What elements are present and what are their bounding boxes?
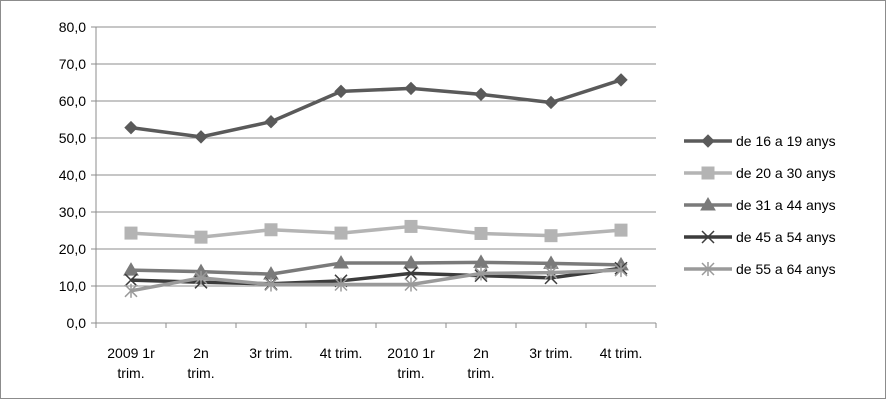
data-point bbox=[264, 277, 278, 292]
series-group bbox=[123, 73, 629, 298]
x-tick-label: 2009 1r trim. bbox=[107, 345, 155, 381]
series-line bbox=[130, 260, 622, 276]
data-point bbox=[333, 255, 349, 269]
y-tick-label: 50,0 bbox=[59, 130, 86, 146]
series-1 bbox=[124, 73, 628, 144]
data-point bbox=[124, 273, 138, 287]
series-line bbox=[130, 224, 622, 239]
x-axis-ticks: 2009 1r trim. 2n trim. 3r trim. 4t trim. 2010 … bbox=[95, 323, 657, 381]
series-2 bbox=[124, 219, 628, 244]
legend-entry: de 45 a 54 anys bbox=[684, 229, 836, 245]
data-point bbox=[544, 95, 558, 110]
legend-entry: de 31 a 44 anys bbox=[684, 197, 836, 213]
legend-label: de 20 a 30 anys bbox=[736, 165, 836, 181]
legend-label: de 45 a 54 anys bbox=[736, 229, 836, 245]
x-tick-label: 3r trim. bbox=[529, 345, 573, 361]
x-tick-label: 2n trim. bbox=[187, 345, 214, 381]
x-tick-label-line: 3r trim. bbox=[249, 345, 293, 361]
series-line bbox=[130, 268, 622, 293]
series-line bbox=[130, 78, 622, 139]
data-point bbox=[474, 87, 488, 102]
data-point bbox=[474, 226, 488, 240]
x-tick-label-line: 2009 1r bbox=[107, 345, 155, 361]
data-point bbox=[403, 255, 419, 269]
y-tick-label: 0,0 bbox=[67, 315, 87, 331]
legend-marker bbox=[701, 134, 715, 148]
legend-entry: de 55 a 64 anys bbox=[684, 261, 836, 277]
series-5 bbox=[124, 263, 628, 298]
x-tick-label-line: 4t trim. bbox=[600, 345, 643, 361]
legend-marker bbox=[701, 262, 715, 276]
x-tick-label-line: 2010 1r bbox=[387, 345, 435, 361]
y-axis-ticks: 0,0 10,0 20,0 30,0 40,0 50,0 60,0 70,0 80,0 bbox=[59, 19, 96, 331]
data-point bbox=[404, 81, 418, 96]
y-tick-label: 10,0 bbox=[59, 278, 86, 294]
legend-entry: de 16 a 19 anys bbox=[684, 133, 836, 149]
x-tick-label-line: 3r trim. bbox=[529, 345, 573, 361]
legend-marker bbox=[700, 197, 716, 211]
legend-label: de 16 a 19 anys bbox=[736, 133, 836, 149]
data-point bbox=[334, 226, 348, 240]
x-tick-label-line: trim. bbox=[117, 365, 144, 381]
legend-marker bbox=[701, 166, 715, 180]
series-line bbox=[130, 266, 622, 286]
y-tick-label: 60,0 bbox=[59, 93, 86, 109]
data-point bbox=[334, 84, 348, 99]
legend-label: de 55 a 64 anys bbox=[736, 261, 836, 277]
gridlines bbox=[96, 26, 656, 287]
legend-marker bbox=[701, 230, 715, 244]
legend: de 16 a 19 anys de 20 a 30 anys de 31 a 44… bbox=[684, 133, 836, 277]
x-tick-label: 2010 1r trim. bbox=[387, 345, 435, 381]
y-tick-label: 30,0 bbox=[59, 204, 86, 220]
x-tick-label-line: trim. bbox=[467, 365, 494, 381]
data-point bbox=[124, 226, 138, 240]
data-point bbox=[334, 277, 348, 292]
y-tick-label: 20,0 bbox=[59, 241, 86, 257]
y-tick-label: 80,0 bbox=[59, 19, 86, 35]
x-tick-label-line: 4t trim. bbox=[320, 345, 363, 361]
data-point bbox=[614, 263, 628, 278]
data-point bbox=[194, 270, 208, 285]
data-point bbox=[474, 266, 488, 281]
data-point bbox=[194, 130, 208, 144]
data-point bbox=[404, 219, 418, 233]
legend-entry: de 20 a 30 anys bbox=[684, 165, 836, 181]
y-tick-label: 70,0 bbox=[59, 56, 86, 72]
data-point bbox=[194, 230, 208, 244]
y-tick-label: 40,0 bbox=[59, 167, 86, 183]
x-tick-label: 3r trim. bbox=[249, 345, 293, 361]
x-tick-label: 4t trim. bbox=[320, 345, 363, 361]
data-point bbox=[404, 277, 418, 292]
x-tick-label-line: trim. bbox=[187, 365, 214, 381]
data-point bbox=[124, 283, 138, 298]
data-point bbox=[614, 73, 628, 87]
data-point bbox=[124, 120, 138, 135]
data-point bbox=[614, 223, 628, 237]
legend-label: de 31 a 44 anys bbox=[736, 197, 836, 213]
x-tick-label-line: 2n bbox=[473, 345, 489, 361]
x-tick-label-line: trim. bbox=[397, 365, 424, 381]
x-tick-label-line: 2n bbox=[193, 345, 209, 361]
data-point bbox=[264, 223, 278, 237]
data-point bbox=[544, 265, 558, 280]
x-tick-label: 2n trim. bbox=[467, 345, 494, 381]
data-point bbox=[404, 266, 418, 280]
data-point bbox=[123, 262, 139, 276]
data-point bbox=[264, 115, 278, 129]
data-point bbox=[544, 229, 558, 243]
x-tick-label: 4t trim. bbox=[600, 345, 643, 361]
